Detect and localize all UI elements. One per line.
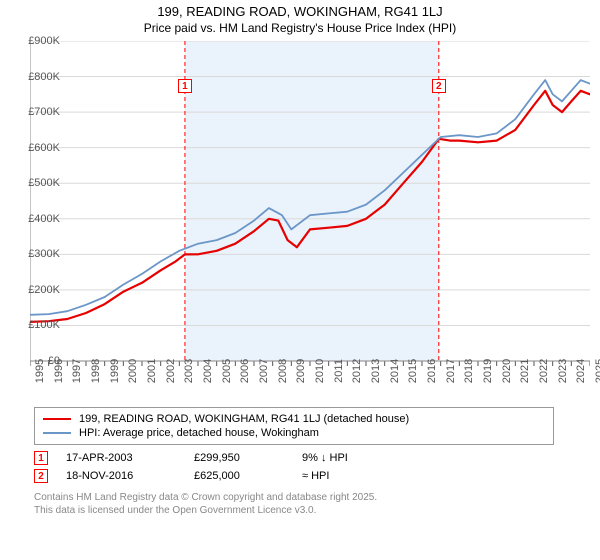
sale-row: 2 18-NOV-2016 £625,000 ≈ HPI bbox=[34, 467, 600, 485]
x-axis-tick-label: 2008 bbox=[277, 359, 289, 383]
x-axis-tick-label: 2010 bbox=[314, 359, 326, 383]
legend-label: HPI: Average price, detached house, Woki… bbox=[79, 427, 319, 439]
x-axis-tick-label: 2017 bbox=[445, 359, 457, 383]
sale-date: 17-APR-2003 bbox=[66, 452, 176, 464]
chart-title-line1: 199, READING ROAD, WOKINGHAM, RG41 1LJ bbox=[0, 0, 600, 19]
legend-row: HPI: Average price, detached house, Woki… bbox=[43, 426, 545, 440]
chart-title-line2: Price paid vs. HM Land Registry's House … bbox=[0, 19, 600, 41]
x-axis-tick-label: 2003 bbox=[183, 359, 195, 383]
x-axis-tick-label: 2000 bbox=[127, 359, 139, 383]
x-axis-tick-label: 2022 bbox=[538, 359, 550, 383]
y-axis-tick-label: £100K bbox=[28, 319, 60, 331]
x-axis-tick-label: 2002 bbox=[165, 359, 177, 383]
y-axis-tick-label: £400K bbox=[28, 213, 60, 225]
legend-box: 199, READING ROAD, WOKINGHAM, RG41 1LJ (… bbox=[34, 407, 554, 445]
footer: Contains HM Land Registry data © Crown c… bbox=[34, 491, 600, 517]
footer-line2: This data is licensed under the Open Gov… bbox=[34, 504, 600, 517]
x-axis-tick-label: 1999 bbox=[109, 359, 121, 383]
x-axis-tick-label: 2025 bbox=[594, 359, 600, 383]
x-axis-tick-label: 2023 bbox=[557, 359, 569, 383]
x-axis-tick-label: 2005 bbox=[221, 359, 233, 383]
sale-marker-badge: 1 bbox=[178, 79, 192, 93]
sales-table: 1 17-APR-2003 £299,950 9% ↓ HPI 2 18-NOV-2016… bbox=[34, 449, 600, 485]
chart-svg bbox=[30, 41, 590, 367]
x-axis-tick-label: 2020 bbox=[501, 359, 513, 383]
x-axis-tick-label: 1996 bbox=[53, 359, 65, 383]
x-axis-tick-label: 1998 bbox=[90, 359, 102, 383]
x-axis-tick-label: 2009 bbox=[295, 359, 307, 383]
sale-row: 1 17-APR-2003 £299,950 9% ↓ HPI bbox=[34, 449, 600, 467]
y-axis-tick-label: £900K bbox=[28, 35, 60, 47]
footer-line1: Contains HM Land Registry data © Crown c… bbox=[34, 491, 600, 504]
legend-swatch bbox=[43, 432, 71, 434]
sale-date: 18-NOV-2016 bbox=[66, 470, 176, 482]
sale-price: £625,000 bbox=[194, 470, 284, 482]
x-axis-tick-label: 2013 bbox=[370, 359, 382, 383]
y-axis-tick-label: £300K bbox=[28, 248, 60, 260]
sale-delta: ≈ HPI bbox=[302, 470, 392, 482]
x-axis-tick-label: 2004 bbox=[202, 359, 214, 383]
x-axis-tick-label: 1997 bbox=[71, 359, 83, 383]
sale-badge: 1 bbox=[34, 451, 48, 465]
y-axis-tick-label: £600K bbox=[28, 142, 60, 154]
x-axis-tick-label: 2016 bbox=[426, 359, 438, 383]
x-axis-tick-label: 2012 bbox=[351, 359, 363, 383]
legend-row: 199, READING ROAD, WOKINGHAM, RG41 1LJ (… bbox=[43, 412, 545, 426]
y-axis-tick-label: £800K bbox=[28, 71, 60, 83]
x-axis-tick-label: 2007 bbox=[258, 359, 270, 383]
x-axis-tick-label: 2024 bbox=[575, 359, 587, 383]
sale-price: £299,950 bbox=[194, 452, 284, 464]
sale-delta: 9% ↓ HPI bbox=[302, 452, 392, 464]
legend-swatch bbox=[43, 418, 71, 420]
sale-marker-badge: 2 bbox=[432, 79, 446, 93]
chart-area: £0£100K£200K£300K£400K£500K£600K£700K£80… bbox=[30, 41, 590, 401]
x-axis-tick-label: 2015 bbox=[407, 359, 419, 383]
sale-badge: 2 bbox=[34, 469, 48, 483]
x-axis-tick-label: 2001 bbox=[146, 359, 158, 383]
y-axis-tick-label: £500K bbox=[28, 177, 60, 189]
x-axis-tick-label: 2018 bbox=[463, 359, 475, 383]
x-axis-tick-label: 2014 bbox=[389, 359, 401, 383]
y-axis-tick-label: £700K bbox=[28, 106, 60, 118]
x-axis-tick-label: 1995 bbox=[34, 359, 46, 383]
x-axis-tick-label: 2006 bbox=[239, 359, 251, 383]
y-axis-tick-label: £200K bbox=[28, 284, 60, 296]
legend-label: 199, READING ROAD, WOKINGHAM, RG41 1LJ (… bbox=[79, 413, 409, 425]
x-axis-tick-label: 2019 bbox=[482, 359, 494, 383]
x-axis-tick-label: 2021 bbox=[519, 359, 531, 383]
x-axis-tick-label: 2011 bbox=[333, 359, 345, 383]
